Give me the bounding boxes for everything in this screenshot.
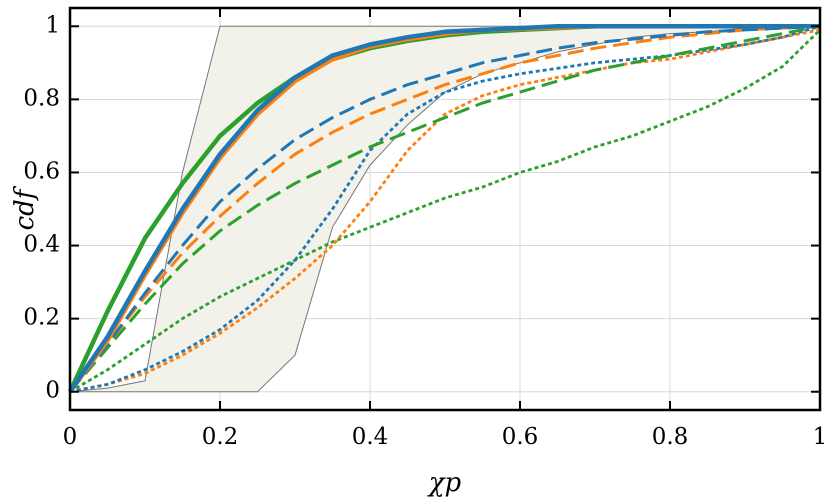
series-line [69, 28, 821, 394]
series-line [68, 24, 821, 393]
y-tick-label: 1 [45, 12, 60, 38]
x-tick-label: 0.2 [202, 424, 239, 450]
y-axis-label: cdf [10, 185, 40, 230]
series-line [68, 24, 821, 393]
series-line [69, 28, 821, 393]
y-tick-label: 0.8 [23, 85, 60, 111]
x-tick-label: 0.4 [352, 424, 389, 450]
series-line [68, 24, 820, 393]
series-line [69, 24, 821, 394]
y-tick-label: 0.6 [23, 158, 60, 184]
plot-frame [68, 6, 822, 412]
x-tick-label: 0 [63, 424, 78, 450]
y-tick-label: 0.2 [23, 305, 60, 331]
x-tick-label: 1 [813, 424, 828, 450]
x-tick-label: 0.6 [502, 424, 539, 450]
y-tick-label: 0.4 [23, 232, 60, 258]
x-tick-label: 0.8 [652, 424, 689, 450]
band-lower-edge [70, 25, 820, 393]
y-tick-label: 0 [45, 378, 60, 404]
x-axis-label: χp [427, 468, 462, 498]
